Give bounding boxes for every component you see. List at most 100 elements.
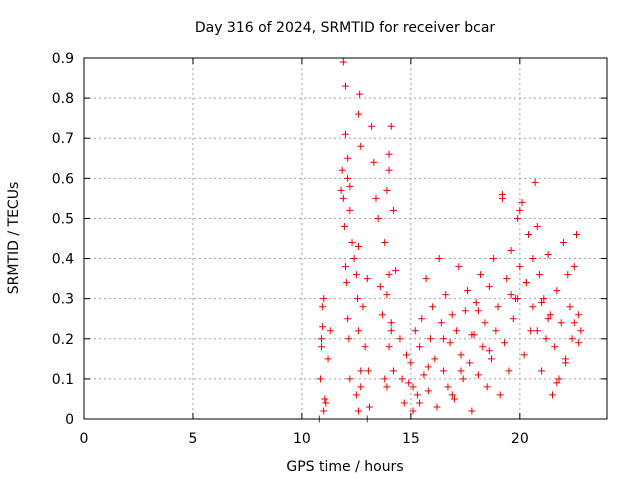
data-point [409,407,417,415]
data-point [381,375,389,383]
data-point [457,367,465,375]
data-point [361,343,369,351]
data-point [339,58,347,66]
data-point [529,303,537,311]
data-point [353,295,361,303]
data-point [507,247,515,255]
y-tick-label: 0.4 [52,252,74,268]
x-tick-label: 20 [511,431,529,447]
data-point [505,367,513,375]
data-point [396,335,404,343]
data-point [542,335,550,343]
data-point [418,315,426,323]
data-point [540,295,548,303]
data-point [553,379,561,387]
grid-lines [84,58,607,419]
y-tick-label: 0.5 [52,211,74,227]
data-point [492,327,500,335]
data-point [389,206,397,214]
data-point [490,255,498,263]
data-point [431,355,439,363]
data-point [433,403,441,411]
data-point [485,283,493,291]
data-point [553,287,561,295]
data-point [533,327,541,335]
data-point [446,339,454,347]
data-point [483,383,491,391]
data-point [444,383,452,391]
data-point [400,399,408,407]
data-point [566,303,574,311]
data-point [551,343,559,351]
axis-ticks [83,57,607,420]
data-point [479,343,487,351]
data-point [385,271,393,279]
data-point [503,275,511,283]
data-point [455,263,463,271]
data-point [337,186,345,194]
data-point [374,214,382,222]
data-point [342,130,349,138]
data-point [321,395,329,403]
data-point [535,271,543,279]
data-point [385,343,393,351]
data-point [352,271,360,279]
data-point [461,307,469,315]
data-point [385,150,393,158]
data-point [355,243,363,251]
data-point [457,351,465,359]
data-point [324,355,332,363]
data-point [376,283,384,291]
x-tick-label: 5 [188,431,197,447]
data-point [440,367,448,375]
data-point [564,271,572,279]
data-point [448,311,456,319]
data-point [344,154,352,162]
data-point [383,291,391,299]
data-point [319,323,327,331]
data-point [440,335,448,343]
data-point [416,343,424,351]
data-point [546,311,554,319]
data-point [320,295,328,303]
data-point [339,194,347,202]
data-point [318,343,326,351]
data-point [520,351,528,359]
data-point [544,251,552,259]
data-point [381,239,389,247]
data-point [420,371,428,379]
data-point [533,222,541,230]
data-point [538,299,546,307]
data-point [340,222,348,230]
data-point [387,319,395,327]
data-point [477,271,485,279]
data-point [516,263,524,271]
y-tick-label: 0.1 [52,372,74,388]
data-point [466,359,474,367]
data-point [346,375,354,383]
data-point [363,275,371,283]
data-point [318,335,326,343]
data-point [474,307,482,315]
data-point [387,122,395,130]
data-point [544,315,552,323]
data-point [559,239,567,247]
data-point [498,194,506,202]
data-point [355,327,363,335]
data-point [516,206,524,214]
y-tick-label: 0.7 [52,131,74,147]
data-point [488,355,496,363]
data-point [389,367,397,375]
data-point [448,391,456,399]
y-tick-label: 0.9 [52,51,74,67]
data-point [403,351,411,359]
data-point [383,383,391,391]
data-point [501,339,509,347]
data-point [379,311,387,319]
data-point [531,178,539,186]
data-point [346,206,354,214]
data-point [370,158,378,166]
data-point [485,347,493,355]
data-point [409,383,417,391]
data-point [525,230,533,238]
